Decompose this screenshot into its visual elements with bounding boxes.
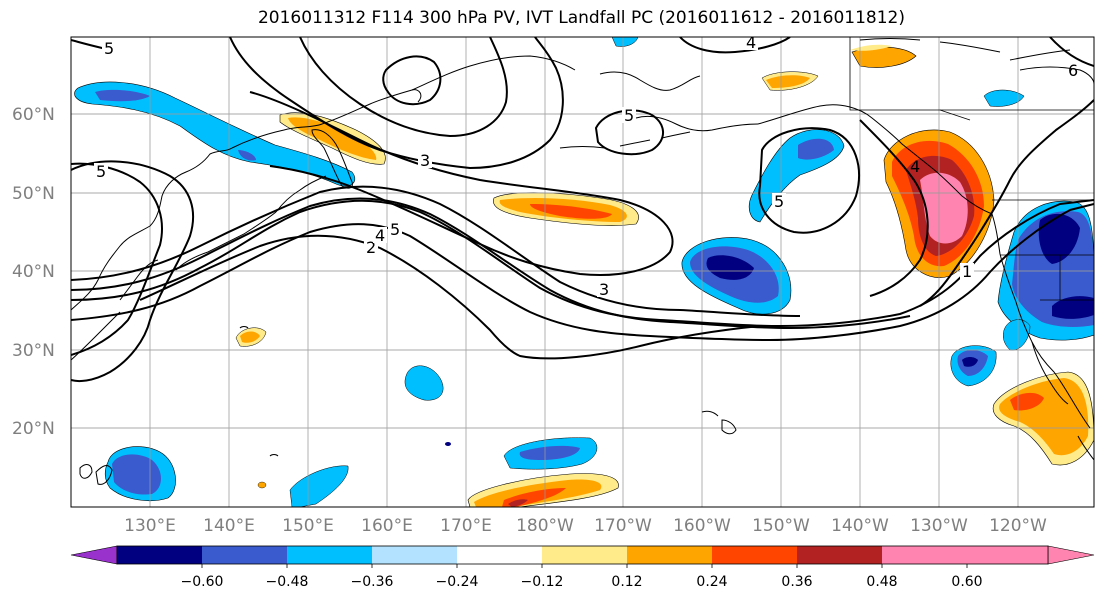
lat-label: 30°N: [12, 341, 55, 361]
lon-label: 160°W: [673, 516, 731, 536]
contour-label: 4: [746, 33, 756, 52]
political-borders: [849, 37, 1094, 301]
contour-label: 4: [375, 226, 385, 245]
colorbar-extend-low: [70, 545, 118, 565]
lon-label: 150°W: [752, 516, 810, 536]
lon-label: 180°W: [516, 516, 574, 536]
colorbar-tick-label: −0.36: [351, 574, 394, 590]
lon-label: 170°W: [594, 516, 652, 536]
lon-label: 130°E: [124, 516, 176, 536]
colorbar-segment: [627, 546, 712, 564]
colorbar-tick-label: 0.24: [696, 574, 727, 590]
contour-label: 2: [366, 238, 376, 257]
lon-label: 150°E: [282, 516, 334, 536]
coastlines: [71, 38, 1094, 485]
colorbar-segment: [202, 546, 287, 564]
colorbar-tick-label: 0.36: [781, 574, 812, 590]
colorbar-segment: [712, 546, 797, 564]
colorbar-segment: [542, 546, 627, 564]
map-title: 2016011312 F114 300 hPa PV, IVT Landfall…: [257, 8, 905, 28]
colorbar-tick-label: 0.48: [866, 574, 897, 590]
colorbar-extend-high: [1047, 545, 1095, 565]
lon-label: 140°E: [203, 516, 255, 536]
latitude-labels: 60°N 50°N 40°N 30°N 20°N: [12, 105, 55, 439]
colorbar-tick-label: 0.12: [611, 574, 642, 590]
colorbar-tick-label: −0.60: [181, 574, 224, 590]
lat-label: 20°N: [12, 419, 55, 439]
negative-anomaly-bering: [74, 81, 356, 187]
colorbar-tick-label: −0.48: [266, 574, 309, 590]
lat-label: 60°N: [12, 105, 55, 125]
colorbar-segment: [457, 546, 542, 564]
lon-label: 140°W: [831, 516, 889, 536]
lat-label: 50°N: [12, 184, 55, 204]
colorbar-tick-label: −0.24: [436, 574, 479, 590]
contour-label: 5: [390, 220, 400, 239]
lon-label: 170°E: [440, 516, 492, 536]
contour-label: 1: [962, 262, 972, 281]
lon-label: 130°W: [910, 516, 968, 536]
colorbar-segment: [287, 546, 372, 564]
colorbar-segment: [882, 546, 1048, 564]
colorbar-tick-label: −0.12: [521, 574, 564, 590]
contour-label: 5: [774, 192, 784, 211]
contour-label: 4: [910, 157, 920, 176]
lat-label: 40°N: [12, 262, 55, 282]
colorbar-segment: [797, 546, 882, 564]
lon-label: 160°E: [361, 516, 413, 536]
colorbar: −0.60 −0.48 −0.36 −0.24 −0.12 0.12 0.24 …: [70, 545, 1095, 590]
colorbar-segment: [117, 546, 202, 564]
colorbar-tick-label: 0.60: [951, 574, 982, 590]
lon-label: 120°W: [989, 516, 1047, 536]
pv-contour-labels: 5 5 5 3 3 5 4 5 2 4 4 1 6: [94, 33, 1078, 299]
contour-label: 3: [420, 151, 430, 170]
contour-label: 3: [599, 280, 609, 299]
colorbar-segment: [372, 546, 457, 564]
contour-label: 6: [1068, 61, 1078, 80]
contour-label: 5: [96, 162, 106, 181]
contour-label: 5: [104, 39, 114, 58]
pv-contours: [71, 37, 1094, 382]
longitude-labels: 130°E 140°E 150°E 160°E 170°E 180°W 170°…: [124, 516, 1047, 536]
ivt-anomaly-fields: [74, 37, 1094, 507]
contour-label: 5: [624, 106, 634, 125]
colorbar-ticks: [201, 564, 968, 568]
